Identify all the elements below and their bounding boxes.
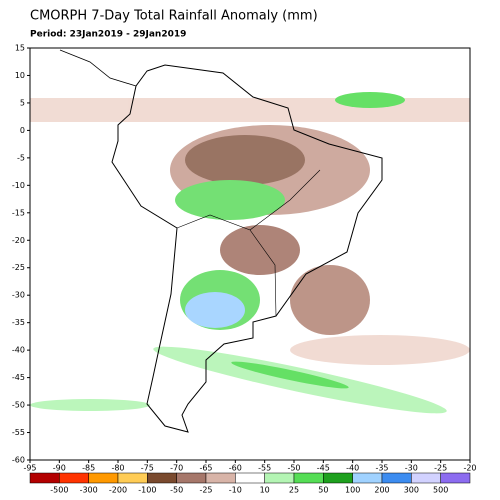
anomaly-area <box>290 335 470 365</box>
y-tick-label: -20 <box>12 236 25 245</box>
x-tick-label: -90 <box>53 464 66 473</box>
y-tick-label: -25 <box>12 263 25 272</box>
colorbar-swatch <box>411 472 441 484</box>
colorbar-label: -50 <box>170 486 183 495</box>
x-tick-label: -25 <box>434 464 447 473</box>
colorbar-swatch <box>176 472 207 484</box>
colorbar-swatch <box>352 472 383 484</box>
x-tick-label: -20 <box>463 464 476 473</box>
colorbar-swatch <box>440 472 471 484</box>
y-tick-label: -50 <box>12 401 25 410</box>
y-tick-label: -10 <box>12 181 25 190</box>
anomaly-area <box>231 361 349 389</box>
border <box>176 169 321 317</box>
colorbar-label: -500 <box>50 486 68 495</box>
anomaly-area <box>290 265 370 335</box>
x-tick-label: -65 <box>199 464 212 473</box>
x-tick-label: -40 <box>346 464 359 473</box>
y-tick-label: -45 <box>12 373 25 382</box>
colorbar-label: 300 <box>404 486 419 495</box>
anomaly-area <box>220 225 300 275</box>
coastline <box>111 64 383 433</box>
title: CMORPH 7-Day Total Rainfall Anomaly (mm) <box>30 9 318 24</box>
colorbar-label: 500 <box>433 486 448 495</box>
colorbar-swatch <box>264 472 295 484</box>
y-tick-label: 15 <box>15 44 25 53</box>
x-tick-label: -95 <box>23 464 36 473</box>
y-tick-label: 5 <box>20 98 25 107</box>
x-tick-label: -55 <box>258 464 271 473</box>
colorbar-label: 200 <box>374 486 389 495</box>
colorbar-swatch <box>88 472 119 484</box>
colorbar-swatch <box>29 472 60 484</box>
y-tick-label: -55 <box>12 428 25 437</box>
y-tick-label: -15 <box>12 208 25 217</box>
colorbar-label: -25 <box>199 486 212 495</box>
colorbar-swatch <box>323 472 353 484</box>
colorbar-label: -10 <box>229 486 242 495</box>
colorbar-label: 25 <box>289 486 299 495</box>
colorbar-label: -300 <box>80 486 98 495</box>
x-tick-label: -85 <box>82 464 95 473</box>
y-tick-label: -30 <box>12 291 25 300</box>
x-tick-label: -30 <box>405 464 418 473</box>
y-tick-label: 10 <box>15 71 25 80</box>
colorbar-swatch <box>147 472 177 484</box>
x-tick-label: -50 <box>287 464 300 473</box>
x-tick-label: -80 <box>111 464 124 473</box>
y-tick-label: -5 <box>17 153 25 162</box>
y-tick-label: -40 <box>12 346 25 355</box>
x-tick-label: -35 <box>375 464 388 473</box>
y-tick-label: -60 <box>12 456 25 465</box>
x-tick-label: -45 <box>317 464 330 473</box>
colorbar-swatch <box>205 472 236 484</box>
y-tick-label: 0 <box>20 126 25 135</box>
anomaly-area <box>30 399 150 411</box>
anomaly-area <box>185 135 305 185</box>
colorbar-label: 10 <box>260 486 270 495</box>
map-border <box>29 47 471 461</box>
colorbar-label: -100 <box>138 486 156 495</box>
colorbar-swatch <box>235 472 265 484</box>
colorbar-swatch <box>381 472 412 484</box>
anomaly-area <box>185 292 245 328</box>
colorbar-label: 50 <box>318 486 328 495</box>
period: Period: 23Jan2019 - 29Jan2019 <box>30 30 186 40</box>
x-tick-label: -60 <box>229 464 242 473</box>
anomaly-area <box>335 92 405 108</box>
coastline <box>59 49 137 87</box>
map-area <box>29 47 471 461</box>
x-tick-label: -75 <box>141 464 154 473</box>
colorbar-label: 100 <box>345 486 360 495</box>
y-tick-label: -35 <box>12 318 25 327</box>
colorbar-label: -200 <box>109 486 127 495</box>
colorbar-swatch <box>59 472 89 484</box>
colorbar-swatch <box>117 472 148 484</box>
anomaly-area <box>175 180 285 220</box>
colorbar-swatch <box>293 472 324 484</box>
x-tick-label: -70 <box>170 464 183 473</box>
